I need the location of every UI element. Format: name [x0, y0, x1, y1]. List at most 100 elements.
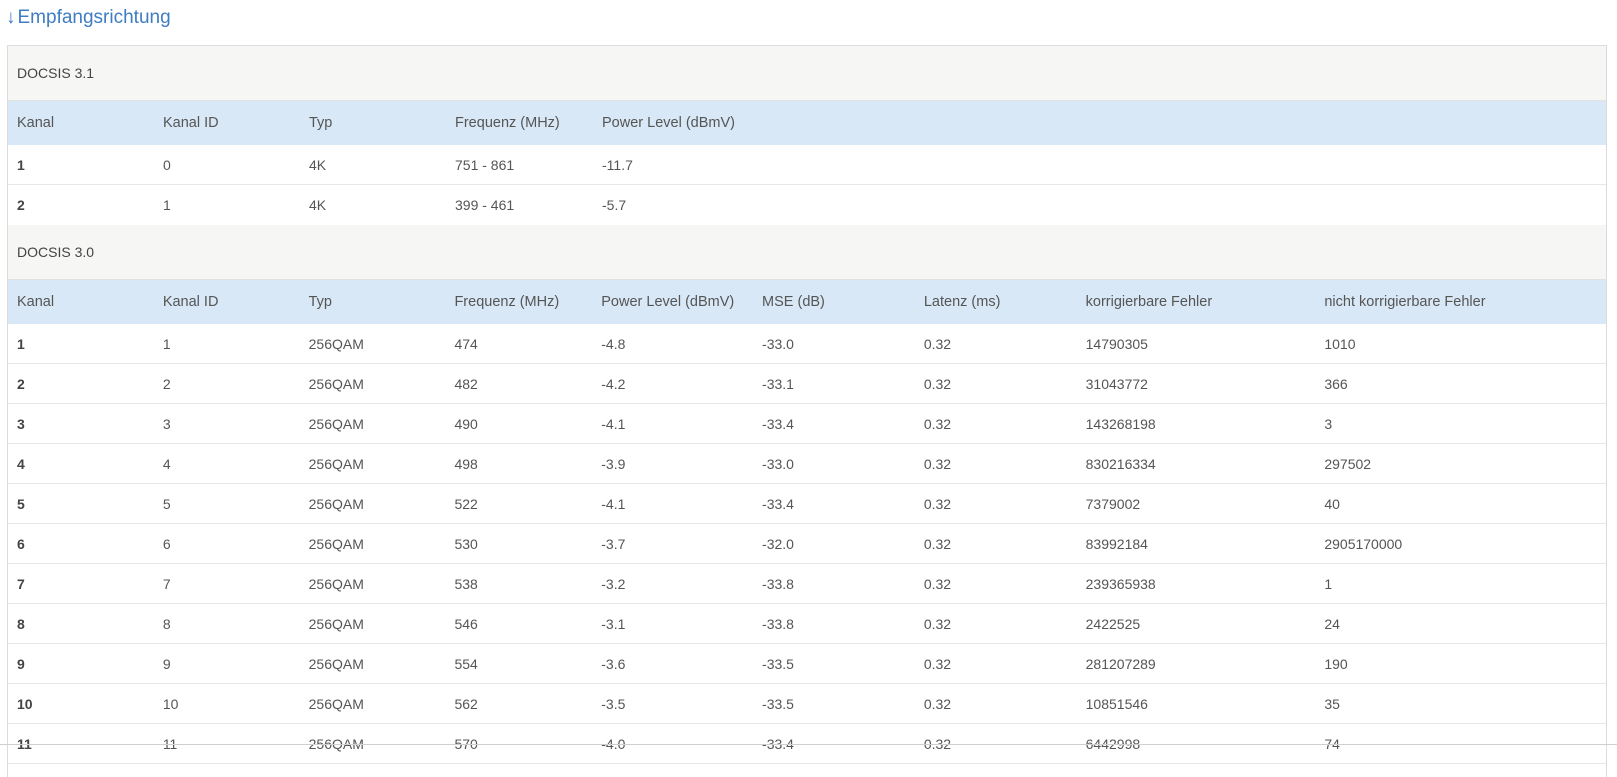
docsis30-table-row: 4 4 256QAM 498 -3.9 -33.0 0.32 830216334 297502 [8, 444, 1606, 484]
docsis30-table-cell: -4.1 [601, 415, 626, 432]
docsis30-table-cell: 0.32 [923, 455, 952, 472]
docsis30-table-cell: 7379002 [1085, 495, 1141, 512]
docsis31-column-header: Kanal ID [163, 115, 219, 131]
docsis30-table-cell: 562 [454, 695, 478, 712]
docsis30-table-row: 1 1 256QAM 474 -4.8 -33.0 0.32 14790305 1010 [8, 324, 1606, 364]
docsis30-table-cell: -3.5 [601, 695, 626, 712]
docsis30-table-cell: 256QAM [308, 575, 364, 592]
downstream-toggle-link[interactable]: ↓ Empfangsrichtung [6, 4, 171, 32]
docsis30-table-cell: 8 [162, 615, 171, 632]
docsis30-table-cell: 482 [454, 375, 478, 392]
docsis30-table-cell: 143268198 [1085, 415, 1156, 432]
docsis30-table-cell: 9 [162, 655, 171, 672]
downstream-heading-label: Empfangsrichtung [17, 7, 171, 28]
docsis30-table-cell: -33.4 [762, 495, 794, 512]
docsis30-table-cell: 5 [17, 495, 25, 512]
docsis30-table-cell: 83992184 [1085, 535, 1148, 552]
docsis30-table-cell: 256QAM [308, 615, 364, 632]
docsis30-table-cell: 7 [162, 575, 171, 592]
docsis30-table-cell: -3.1 [601, 615, 626, 632]
docsis31-table-row: 2 1 4K 399 - 461 -5.7 [8, 185, 1606, 225]
docsis30-table-cell: 10851546 [1085, 695, 1148, 712]
docsis30-table-cell: 256QAM [308, 415, 364, 432]
docsis31-table-cell: 0 [163, 156, 171, 173]
docsis31-table-cell: 4K [309, 197, 327, 213]
docsis30-column-header: nicht korrigierbare Fehler [1324, 294, 1486, 310]
docsis31-table-body: 1 0 4K 751 - 861 -11.7 2 1 4K 399 - 461 -5.7 [8, 145, 1606, 225]
docsis30-table-cell: 6442998 [1085, 735, 1141, 752]
docsis30-table-cell: -3.7 [601, 535, 626, 552]
docsis30-table-cell: 256QAM [308, 535, 364, 552]
docsis30-table-cell: 366 [1324, 375, 1348, 392]
docsis30-table-cell: 474 [454, 335, 478, 352]
docsis30-table-cell: 11 [17, 735, 32, 752]
docsis30-table-row: 7 7 256QAM 538 -3.2 -33.8 0.32 239365938 1 [8, 564, 1606, 604]
docsis30-table-cell: 256QAM [308, 735, 364, 752]
docsis30-table-cell: 256QAM [308, 655, 364, 672]
docsis30-column-header: Latenz (ms) [923, 294, 1001, 310]
docsis30-table-cell: 2 [17, 375, 25, 392]
scroll-edge-divider [0, 744, 1617, 745]
docsis30-column-header: Kanal ID [162, 294, 219, 310]
docsis30-table-cell: -3.2 [601, 575, 626, 592]
docsis30-table-cell: 546 [454, 615, 478, 632]
docsis30-table-cell: 522 [454, 495, 478, 512]
docsis30-section-title: DOCSIS 3.0 [8, 225, 1606, 280]
docsis30-table-cell: 1010 [1324, 335, 1356, 352]
docsis30-table-cell: -32.0 [762, 535, 794, 552]
docsis30-table-row: 5 5 256QAM 522 -4.1 -33.4 0.32 7379002 40 [8, 484, 1606, 524]
docsis31-table-cell: -5.7 [602, 197, 627, 213]
docsis30-table-cell: 498 [454, 455, 478, 472]
docsis31-table-cell: 2 [17, 197, 25, 213]
docsis30-table-cell: 0.32 [923, 735, 952, 752]
docsis31-section-title: DOCSIS 3.1 [8, 46, 1606, 101]
docsis30-table-cell: 10 [17, 695, 33, 712]
docsis30-table-cell: -3.6 [601, 655, 626, 672]
docsis31-table-cell: 1 [163, 197, 171, 213]
docsis30-table-cell: -33.4 [762, 735, 794, 752]
docsis30-table-cell: 2422525 [1085, 615, 1141, 632]
docsis30-table-cell: -4.0 [601, 735, 626, 752]
docsis30-table-cell: 7 [17, 575, 25, 592]
docsis30-table-cell: 4 [162, 455, 171, 472]
docsis30-table-cell: 6 [17, 535, 25, 552]
docsis30-table-cell: 24 [1324, 615, 1340, 632]
docsis30-table-cell: 0.32 [923, 415, 952, 432]
docsis30-table-cell: 554 [454, 655, 478, 672]
docsis30-table-cell: 8 [17, 615, 25, 632]
docsis30-table-cell: 297502 [1324, 455, 1372, 472]
docsis30-table-cell: 0.32 [923, 655, 952, 672]
docsis30-column-header: Power Level (dBmV) [601, 294, 735, 310]
docsis30-table-row: 10 10 256QAM 562 -3.5 -33.5 0.32 10851546 35 [8, 684, 1606, 724]
docsis31-table-cell: 1 [17, 156, 25, 173]
docsis30-table-cell: -33.5 [762, 655, 794, 672]
docsis31-table-row: 1 0 4K 751 - 861 -11.7 [8, 145, 1606, 185]
docsis30-table-cell: 490 [454, 415, 478, 432]
docsis30-table-cell: 256QAM [308, 455, 364, 472]
docsis30-table-cell: 0.32 [923, 335, 952, 352]
docsis30-table-cell: 538 [454, 575, 478, 592]
docsis31-table-cell: -11.7 [602, 156, 633, 173]
arrow-down-icon: ↓ [6, 7, 16, 28]
docsis30-column-header: MSE (dB) [762, 294, 825, 310]
docsis30-table-cell: 3 [162, 415, 171, 432]
docsis30-table-row: 9 9 256QAM 554 -3.6 -33.5 0.32 281207289 190 [8, 644, 1606, 684]
docsis30-table-cell: 11 [162, 735, 178, 752]
docsis31-table-cell: 751 - 861 [455, 156, 515, 173]
downstream-panel: DOCSIS 3.1 Kanal Kanal ID Typ Frequenz (MHz… [7, 45, 1607, 777]
docsis31-header-row: Kanal Kanal ID Typ Frequenz (MHz) Power Leve… [8, 101, 1606, 145]
docsis30-table-cell: 256QAM [308, 375, 364, 392]
docsis31-table-cell: 4K [309, 156, 327, 173]
docsis30-table-cell: -33.4 [762, 415, 794, 432]
docsis30-header-row: Kanal Kanal ID Typ Frequenz (MHz) Power Leve… [8, 280, 1606, 324]
docsis30-table-cell: 0.32 [923, 495, 952, 512]
docsis30-table-cell: 40 [1324, 495, 1340, 512]
docsis30-column-header: korrigierbare Fehler [1085, 294, 1213, 310]
docsis30-table-row: 2 2 256QAM 482 -4.2 -33.1 0.32 31043772 366 [8, 364, 1606, 404]
docsis31-column-header: Kanal [17, 115, 55, 131]
docsis31-column-header: Typ [309, 115, 333, 131]
docsis30-table-cell: 6 [162, 535, 171, 552]
docsis30-table-cell: 530 [454, 535, 478, 552]
docsis30-table-cell: 1 [17, 335, 25, 352]
docsis30-table-cell: -4.2 [601, 375, 626, 392]
